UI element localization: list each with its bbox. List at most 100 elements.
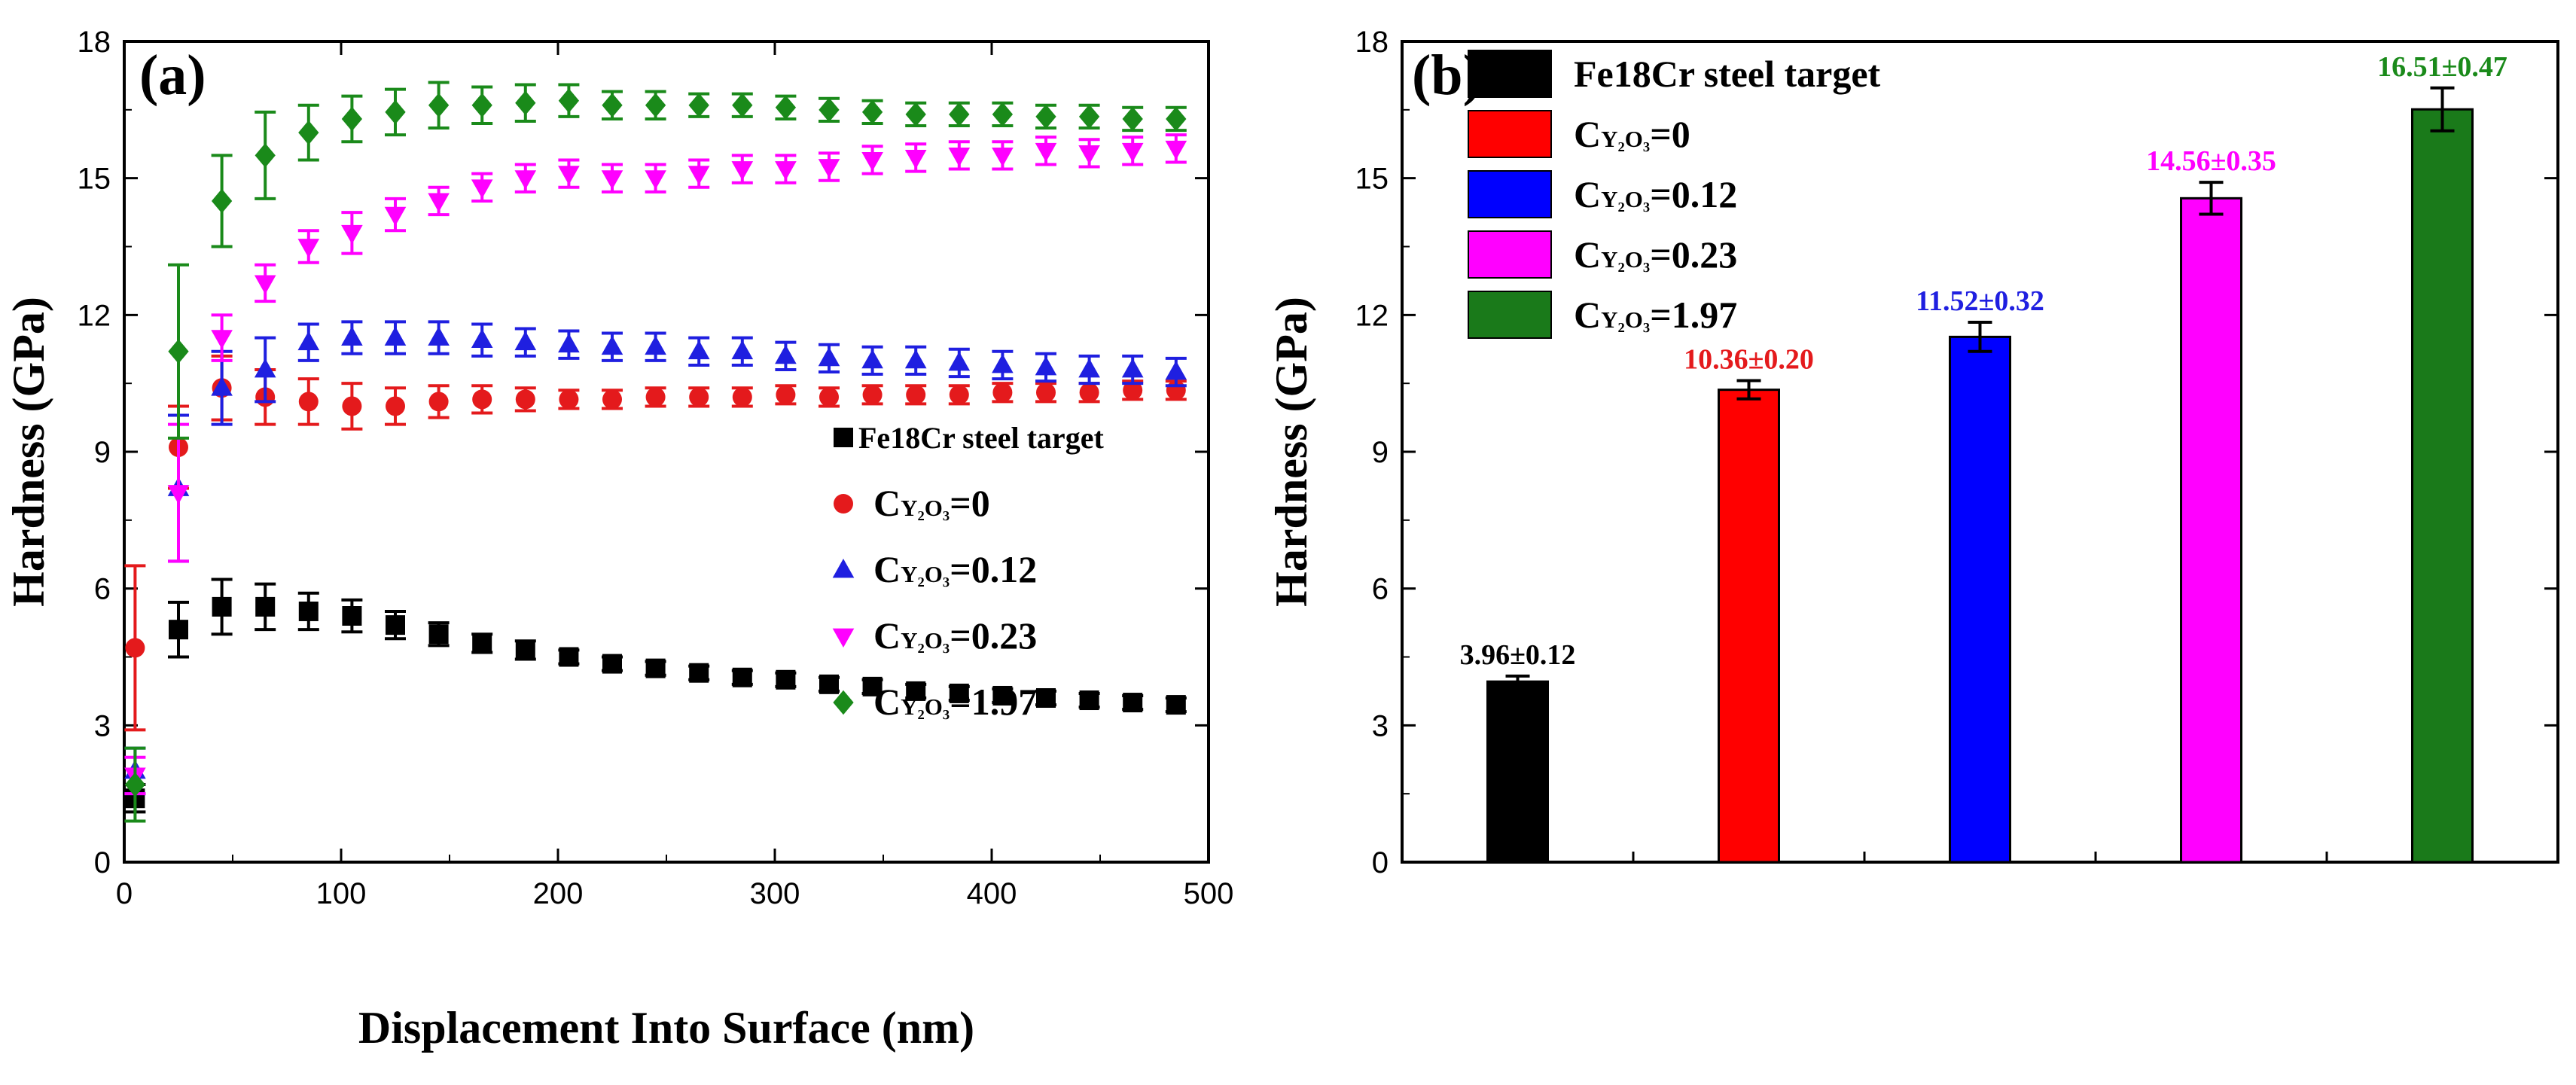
a-point [515,640,535,660]
a-point [297,239,320,258]
a-point [255,596,276,617]
a-point [1166,695,1186,715]
a-point [1122,106,1143,132]
a-point [645,93,666,118]
b-ytick-label: 0 [1372,846,1389,879]
a-point [689,387,709,407]
panel-a-legend: Fe18Cr steel targetCY₂O₃=0CY₂O₃=0.12CY₂O… [832,421,1104,723]
a-point [559,647,579,667]
a-point [645,170,666,190]
a-legend-label: CY₂O₃=1.97 [873,681,1037,723]
b-legend-label-subscript: Y₂O₃ [1601,186,1650,212]
a-xtick-label: 500 [1184,877,1234,910]
a-point [732,93,753,118]
a-ytick-label: 18 [78,26,111,59]
a-legend-label: CY₂O₃=0.12 [873,548,1037,590]
a-legend-label: CY₂O₃=0 [873,482,990,524]
a-point [819,97,840,123]
a-point [948,351,971,371]
a-point [1035,142,1057,163]
b-legend-label-prefix: C [1574,233,1601,276]
b-ytick-label: 9 [1372,436,1389,469]
b-data-label: 16.51±0.47 [2377,51,2507,83]
a-point [471,93,492,118]
a-legend-label: CY₂O₃=0.23 [873,614,1037,657]
a-legend-label-subscript: Y₂O₃ [901,495,950,521]
a-point [471,328,493,349]
panel-b: 0 3 6 9 12 15 18 3.96±0.12 10.36±0.20 11.52±0.32… [1267,26,2559,879]
a-legend-label-subscript: Y₂O₃ [901,693,950,720]
a-point [211,376,233,396]
a-point [254,358,276,378]
a-point [1078,145,1100,165]
a-point [731,340,754,360]
a-point [645,387,666,407]
a-point [1078,104,1100,130]
a-legend-label-suffix: =1.97 [950,681,1037,723]
a-point [775,344,797,364]
b-bar-group-4: 16.51±0.47 [2377,51,2507,864]
a-point [558,166,580,185]
a-point [904,349,927,369]
a-point [1165,361,1187,380]
a-xtick-label: 300 [750,877,800,910]
b-bar [2411,108,2474,864]
a-point [775,95,797,120]
a-point [341,106,363,132]
a-legend-label-suffix: =0 [950,482,990,524]
a-point [818,346,840,367]
a-point [472,389,492,410]
a-point [472,633,492,654]
a-point [559,389,579,410]
a-point [298,392,319,412]
a-legend-label-prefix: C [873,548,901,590]
a-point [385,99,406,125]
a-point [948,147,971,167]
panel-b-data: 3.96±0.12 10.36±0.20 11.52±0.32 14.56±0.35 1… [1460,51,2507,864]
a-point [992,353,1014,373]
a-legend-label-subscript: Y₂O₃ [901,627,950,654]
a-point [992,102,1014,127]
a-point [732,387,752,407]
a-point [514,170,537,190]
a-xtick-label: 0 [116,877,133,910]
a-ytick-label: 0 [94,846,111,879]
a-point [906,681,926,701]
a-point [818,159,840,178]
b-ytick-label: 18 [1355,26,1389,59]
a-point [732,667,752,687]
a-legend-label-suffix: =0.23 [950,614,1037,657]
a-point [904,150,927,169]
a-point [819,674,839,694]
a-point [687,166,710,185]
panel-a-y-axis-label: Hardness (GPa) [4,297,53,607]
a-point [211,330,233,349]
a-point [906,385,926,405]
a-point [992,382,1013,403]
b-bar [2180,197,2242,864]
a-point [428,93,450,118]
a-point [949,385,969,405]
b-data-label: 10.36±0.20 [1684,344,1814,376]
b-data-label: 11.52±0.32 [1916,285,2044,317]
a-point [905,102,926,127]
a-point [341,326,363,346]
a-legend-label-suffix: =0.12 [950,548,1037,590]
a-point [384,326,407,346]
b-bar-group-0: 3.96±0.12 [1460,639,1575,864]
a-point [1078,358,1100,378]
b-bar [1486,680,1549,864]
a-legend-marker [832,628,855,648]
a-point [992,147,1014,167]
b-legend-label: CY₂O₃=0.23 [1574,233,1737,276]
a-point [602,389,622,410]
a-point [212,596,232,617]
a-point [428,326,450,346]
a-point [384,206,407,227]
a-xtick-label: 200 [533,877,584,910]
a-point [254,275,276,294]
a-point [862,385,883,405]
a-point [861,99,883,125]
a-point [428,392,449,412]
